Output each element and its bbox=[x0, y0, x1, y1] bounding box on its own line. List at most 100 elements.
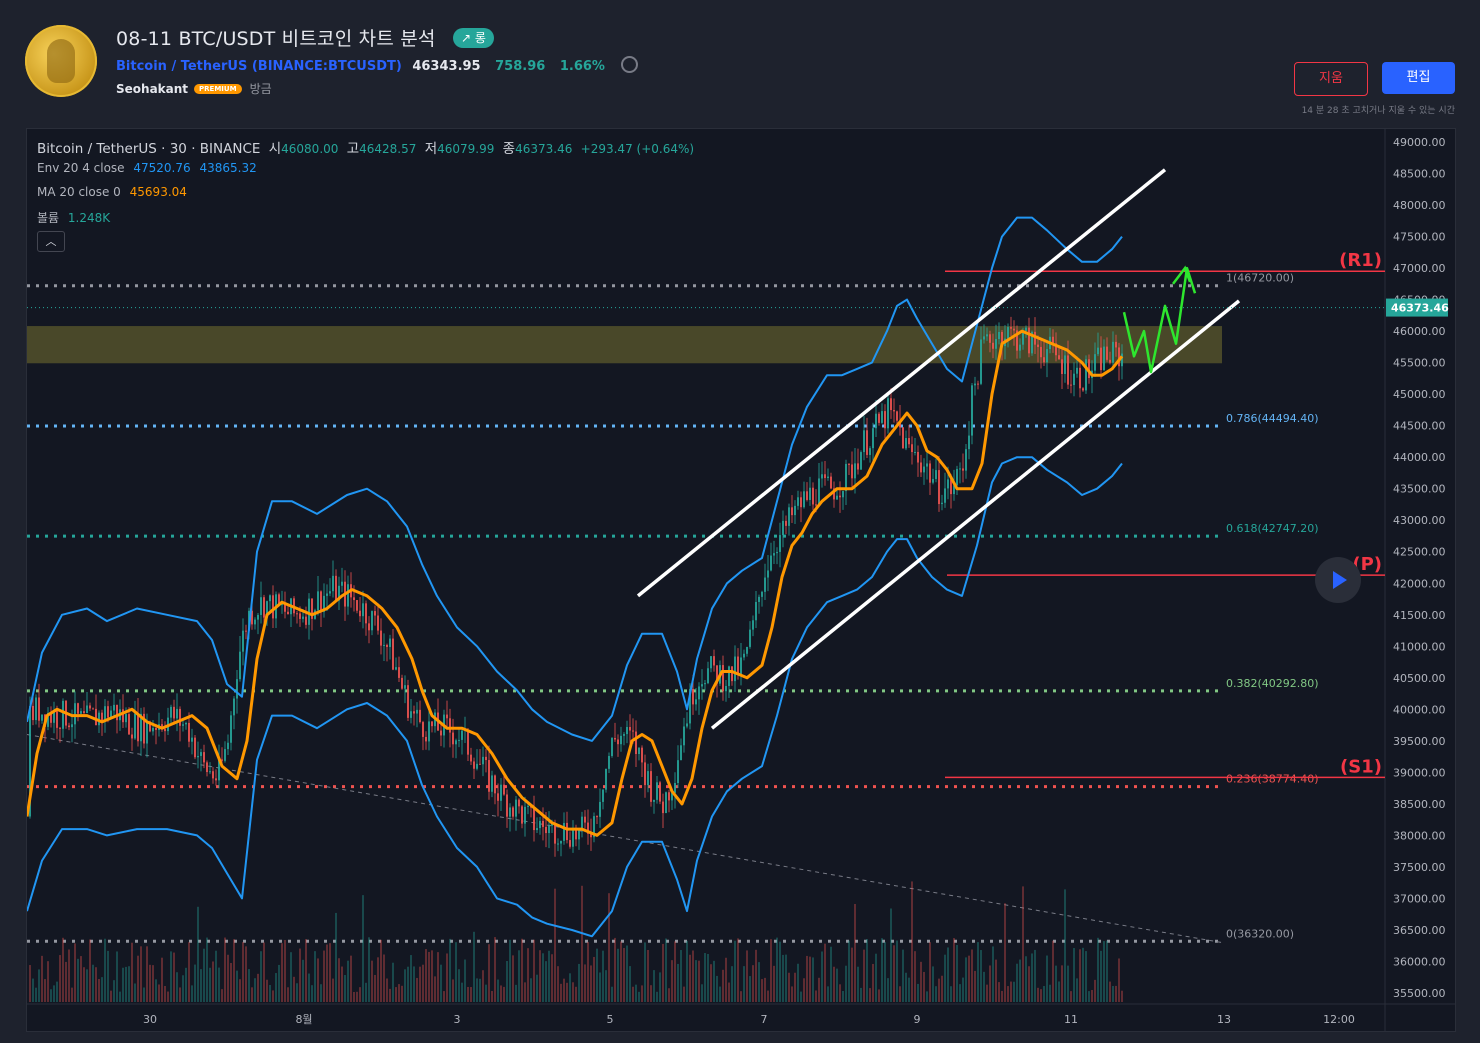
volume-bar bbox=[305, 939, 307, 1002]
chevron-up-icon[interactable]: ︿ bbox=[37, 231, 65, 252]
volume-legend[interactable]: 볼륨 1.248K bbox=[37, 209, 110, 226]
volume-bar bbox=[104, 938, 106, 1002]
symbol-name-link[interactable]: Bitcoin / TetherUS bbox=[116, 59, 248, 74]
volume-bar bbox=[377, 957, 379, 1002]
candle-body bbox=[755, 601, 757, 621]
price-chart[interactable]: 49000.00 48500.00 48000.00 47500.00 47000.00… bbox=[27, 129, 1455, 1031]
volume-bar bbox=[380, 939, 382, 1002]
chart-pane[interactable]: 49000.00 48500.00 48000.00 47500.00 47000.00… bbox=[26, 128, 1456, 1032]
candle-body bbox=[1028, 327, 1030, 354]
volume-bar bbox=[908, 977, 910, 1002]
volume-bar bbox=[614, 937, 616, 1002]
price-tick-label: 38000.00 bbox=[1393, 829, 1446, 842]
time-tick-label: 12:00 bbox=[1323, 1013, 1355, 1026]
volume-bar bbox=[146, 946, 148, 1002]
author-name[interactable]: Seohakant bbox=[116, 82, 189, 96]
candle-body bbox=[1022, 330, 1024, 345]
volume-bar bbox=[719, 986, 721, 1002]
avatar-figure bbox=[47, 39, 75, 83]
volume-bar bbox=[485, 984, 487, 1002]
volume-bar bbox=[560, 983, 562, 1002]
candle-body bbox=[53, 711, 55, 723]
candle-body bbox=[122, 709, 124, 723]
candle-body bbox=[191, 737, 193, 742]
candle-body bbox=[518, 799, 520, 807]
volume-bar bbox=[602, 950, 604, 1002]
volume-bar bbox=[257, 973, 259, 1002]
ma-legend[interactable]: MA 20 close 0 45693.04 bbox=[37, 185, 187, 199]
volume-bar bbox=[863, 949, 865, 1002]
candle-body bbox=[1106, 346, 1108, 360]
envelope-legend[interactable]: Env 20 4 close 47520.76 43865.32 bbox=[37, 161, 257, 175]
volume-bar bbox=[86, 969, 88, 1002]
candle-body bbox=[383, 644, 385, 646]
symbol-code-link[interactable]: (BINANCE:BTCUSDT) bbox=[251, 59, 402, 74]
volume-bar bbox=[737, 938, 739, 1002]
candle-body bbox=[1085, 359, 1087, 391]
candle-body bbox=[974, 383, 976, 386]
volume-bar bbox=[548, 950, 550, 1002]
volume-bar bbox=[71, 987, 73, 1002]
candle-body bbox=[407, 685, 409, 718]
volume-bar bbox=[203, 948, 205, 1002]
candle-body bbox=[128, 714, 130, 735]
candle-body bbox=[968, 435, 970, 450]
volume-bar bbox=[926, 991, 928, 1002]
candle-body bbox=[848, 463, 850, 465]
volume-bar bbox=[1028, 966, 1030, 1002]
volume-bar bbox=[356, 991, 358, 1002]
candle-body bbox=[809, 487, 811, 500]
volume-bar bbox=[446, 953, 448, 1002]
high-value: 46428.57 bbox=[359, 142, 417, 156]
candle-body bbox=[827, 476, 829, 479]
volume-bar bbox=[788, 972, 790, 1002]
candle-body bbox=[866, 430, 868, 455]
volume-bar bbox=[677, 963, 679, 1002]
volume-bar bbox=[824, 943, 826, 1002]
candle-body bbox=[611, 737, 613, 757]
volume-bar bbox=[185, 967, 187, 1002]
volume-bar bbox=[500, 985, 502, 1002]
play-replay-button[interactable] bbox=[1315, 557, 1361, 603]
edit-button[interactable]: 편집 bbox=[1382, 62, 1455, 94]
candle-body bbox=[749, 629, 751, 647]
candle-body bbox=[1070, 384, 1072, 386]
volume-bar bbox=[515, 984, 517, 1002]
volume-bar bbox=[38, 969, 40, 1002]
candle-body bbox=[362, 603, 364, 617]
fib-level-label: 0.236(38774.40) bbox=[1226, 773, 1319, 786]
price-tick-label: 46000.00 bbox=[1393, 325, 1446, 338]
volume-bar bbox=[464, 959, 466, 1002]
candle-body bbox=[59, 727, 61, 729]
volume-bar bbox=[983, 971, 985, 1002]
candle-body bbox=[779, 535, 781, 552]
volume-bar bbox=[1043, 986, 1045, 1002]
volume-bar bbox=[74, 943, 76, 1002]
candle-body bbox=[935, 470, 937, 479]
candle-body bbox=[398, 667, 400, 678]
volume-bar bbox=[581, 885, 583, 1002]
volume-bar bbox=[947, 947, 949, 1002]
volume-bar bbox=[728, 982, 730, 1002]
delete-button[interactable]: 지움 bbox=[1294, 62, 1368, 96]
candle-body bbox=[764, 577, 766, 592]
volume-bar bbox=[743, 966, 745, 1002]
volume-bar bbox=[503, 986, 505, 1002]
price-tick-label: 47000.00 bbox=[1393, 262, 1446, 275]
clock-icon[interactable] bbox=[621, 56, 639, 73]
candle-body bbox=[782, 520, 784, 536]
volume-bar bbox=[404, 969, 406, 1002]
volume-bar bbox=[347, 960, 349, 1002]
volume-bar bbox=[590, 965, 592, 1002]
candle-body bbox=[1058, 355, 1060, 360]
candle-body bbox=[554, 822, 556, 844]
author-avatar[interactable] bbox=[25, 25, 97, 97]
candle-body bbox=[515, 799, 517, 817]
volume-bar bbox=[899, 986, 901, 1002]
time-tick-label: 8월 bbox=[295, 1013, 312, 1026]
candle-body bbox=[482, 756, 484, 765]
volume-bar bbox=[869, 988, 871, 1002]
candle-body bbox=[1088, 359, 1090, 379]
volume-bar bbox=[458, 969, 460, 1002]
volume-bar bbox=[467, 986, 469, 1002]
